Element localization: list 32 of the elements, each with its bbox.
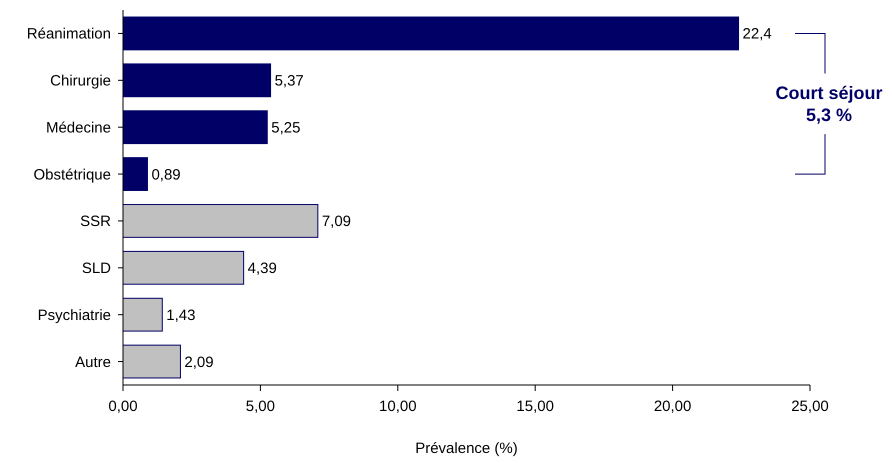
data-label: 1,43: [166, 306, 196, 324]
x-tick-label: 5,00: [246, 398, 275, 415]
y-tick-label: SSR: [80, 213, 112, 230]
bar: [122, 250, 244, 285]
x-tick-label: 0,00: [108, 398, 138, 415]
data-label: 22,4: [742, 26, 772, 43]
y-tick-label: Obstétrique: [33, 166, 111, 184]
x-tick-label: 10,00: [379, 398, 417, 415]
y-tick-label: Réanimation: [26, 26, 111, 43]
data-label: 4,39: [248, 260, 277, 278]
data-label: 2,09: [184, 354, 214, 371]
y-tick-label: Chirurgie: [50, 72, 111, 90]
bar: [122, 204, 318, 238]
bar: [122, 157, 148, 191]
y-tick-label: Autre: [75, 354, 111, 371]
annotation: Court séjour 5,3 %: [775, 83, 883, 126]
bar: [122, 16, 740, 50]
data-label: 7,09: [322, 213, 352, 230]
bar: [122, 110, 268, 144]
bar: [122, 63, 272, 98]
x-tick-label: 15,00: [516, 398, 554, 415]
x-axis-title: Prévalence (%): [415, 440, 518, 457]
x-tick-label: 20,00: [654, 398, 692, 415]
y-tick-label: Psychiatrie: [38, 306, 111, 324]
bar: [122, 344, 181, 378]
data-label: 5,25: [271, 119, 300, 136]
data-label: 5,37: [274, 72, 304, 90]
x-tick-label: 25,00: [791, 398, 829, 415]
y-tick-label: SLD: [82, 260, 112, 278]
y-tick-label: Médecine: [46, 119, 111, 136]
data-label: 0,89: [151, 166, 181, 184]
bar: [122, 298, 163, 332]
